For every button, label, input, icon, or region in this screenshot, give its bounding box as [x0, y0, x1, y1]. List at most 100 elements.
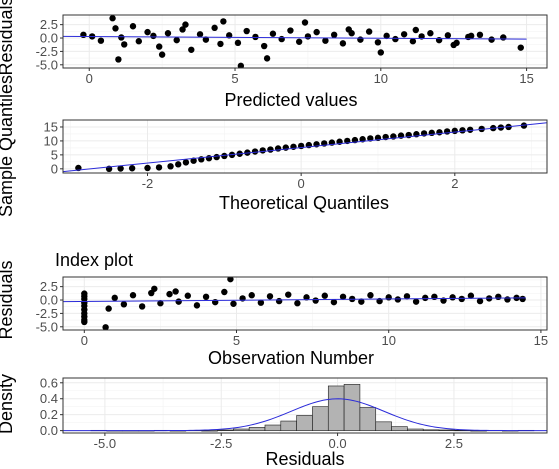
- data-point: [144, 28, 151, 36]
- data-point: [157, 300, 164, 307]
- data-point: [285, 291, 292, 298]
- data-point: [519, 295, 526, 303]
- data-point: [357, 36, 364, 43]
- data-point: [266, 293, 274, 300]
- qq-plot-panel: Sample Quantiles Theoretical Quantiles -…: [0, 75, 548, 217]
- data-point: [129, 23, 137, 30]
- data-point: [251, 148, 259, 155]
- data-point: [409, 38, 417, 45]
- histogram-bar: [233, 428, 250, 431]
- data-point: [287, 27, 294, 34]
- data-point: [476, 31, 484, 39]
- p3-panel-border: [62, 377, 548, 434]
- data-point: [259, 147, 266, 154]
- data-point: [138, 303, 146, 310]
- histogram-bar: [312, 406, 329, 431]
- p3-x-tick-label: 0.0: [329, 436, 347, 451]
- histogram-bar: [375, 421, 392, 431]
- p0-y-tick-label: 2.5: [40, 17, 58, 32]
- data-point: [202, 293, 210, 301]
- p0-y-tick-label: 0.0: [40, 31, 58, 46]
- p0-x-axis-label: Predicted values: [224, 90, 357, 110]
- p2-panel-border: [62, 276, 548, 331]
- data-point: [202, 36, 210, 43]
- data-point: [188, 46, 195, 53]
- data-point: [80, 31, 87, 39]
- data-point: [205, 155, 213, 162]
- data-point: [213, 153, 220, 161]
- data-point: [427, 30, 434, 37]
- data-point: [269, 30, 277, 37]
- data-point: [443, 128, 451, 135]
- data-point: [190, 157, 197, 164]
- p1-y-tick-label: 15: [44, 119, 58, 134]
- data-point: [217, 40, 224, 48]
- p3-y-tick-label: 0.2: [40, 407, 58, 422]
- data-point: [367, 292, 374, 299]
- histogram-bar: [327, 385, 345, 431]
- data-point: [467, 292, 475, 299]
- data-point: [304, 33, 312, 40]
- histogram-bar: [264, 424, 282, 431]
- data-point: [394, 296, 402, 303]
- p2-x-axis-label: Observation Number: [208, 348, 374, 368]
- p1-x-tick-label: 0: [298, 176, 305, 191]
- data-point: [234, 39, 242, 47]
- data-point: [158, 51, 166, 58]
- data-point: [196, 31, 204, 38]
- p0-x-tick-label: 15: [519, 71, 533, 86]
- p0-y-tick-label: -2.5: [36, 44, 58, 59]
- data-point: [128, 165, 136, 172]
- p1-x-tick-label: 2: [451, 176, 458, 191]
- fit-line: [63, 35, 527, 40]
- histogram-bar: [407, 428, 424, 431]
- data-point: [97, 37, 105, 44]
- data-point: [150, 32, 157, 40]
- p2-x-tick-label: 0: [81, 333, 88, 348]
- histogram-bar: [391, 426, 408, 431]
- data-point: [313, 28, 320, 36]
- histogram-bar: [248, 427, 266, 431]
- data-point: [278, 35, 285, 43]
- p0-x-tick-label: 10: [374, 71, 388, 86]
- data-point: [167, 163, 174, 170]
- data-point: [500, 34, 507, 41]
- data-point: [504, 296, 511, 303]
- data-point: [476, 297, 484, 305]
- data-point: [321, 292, 328, 299]
- data-point: [221, 152, 228, 160]
- data-point: [450, 41, 457, 49]
- data-point: [81, 293, 88, 300]
- data-point: [118, 34, 125, 41]
- data-point: [121, 41, 128, 48]
- p1-y-axis-label: Sample Quantiles: [0, 75, 16, 217]
- data-point: [115, 56, 122, 63]
- data-point: [449, 294, 456, 301]
- data-point: [182, 159, 190, 166]
- data-point: [458, 295, 465, 303]
- p1-plot-area: [63, 122, 547, 173]
- data-point: [412, 26, 419, 34]
- data-point: [227, 277, 234, 283]
- data-point: [220, 18, 227, 25]
- data-point: [400, 31, 408, 38]
- data-point: [193, 302, 201, 309]
- p3-y-tick-label: 0.0: [40, 423, 58, 438]
- p3-x-tick-label: -5.0: [94, 436, 116, 451]
- histogram-bar: [359, 407, 377, 431]
- p2-panel-bg: [63, 277, 547, 330]
- p0-y-tick-label: -5.0: [36, 57, 58, 72]
- histogram-bar: [280, 420, 297, 431]
- p2-x-tick-label: 5: [233, 333, 240, 348]
- data-point: [312, 297, 319, 304]
- data-point: [102, 324, 109, 330]
- data-point: [175, 161, 182, 168]
- data-point: [365, 28, 373, 35]
- data-point: [345, 26, 352, 33]
- p0-plot-area: [63, 15, 527, 68]
- index-plot-panel: Index plot Residuals Observation Number …: [0, 250, 548, 368]
- histogram-bar: [343, 384, 361, 431]
- data-point: [517, 44, 524, 51]
- data-point: [120, 301, 128, 308]
